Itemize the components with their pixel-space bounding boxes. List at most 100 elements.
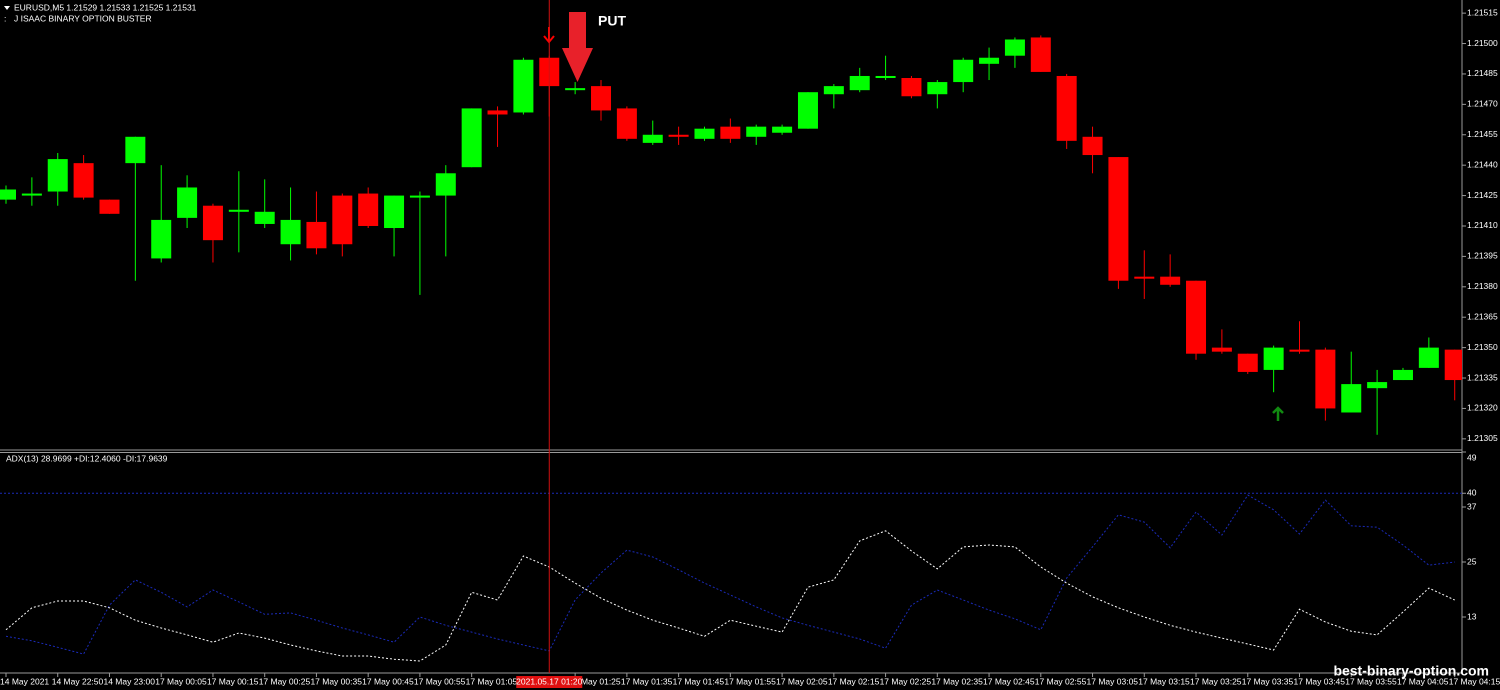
candle-body bbox=[1082, 136, 1103, 156]
x-tick-label: 14 May 22:50 bbox=[52, 676, 104, 686]
indicator-name: J ISAAC BINARY OPTION BUSTER bbox=[14, 13, 152, 23]
axes: 1.21515 1.21500 1.21485 1.21470 1.21455 1.214… bbox=[0, 7, 1500, 686]
y-tick-label: 13 bbox=[1467, 611, 1477, 621]
candle-body bbox=[901, 78, 922, 97]
candle-body bbox=[1108, 157, 1129, 281]
x-tick-label: 17 May 02:55 bbox=[1035, 676, 1087, 686]
candle-body bbox=[1186, 280, 1207, 354]
candle-body bbox=[979, 57, 1000, 64]
candle-body bbox=[591, 86, 612, 111]
candle-body bbox=[125, 136, 146, 164]
x-tick-label: 17 May 03:35 bbox=[1242, 676, 1294, 686]
x-tick-label: 17 May 01:55 bbox=[724, 676, 776, 686]
candle-body bbox=[616, 108, 637, 139]
candle-body bbox=[772, 126, 793, 133]
candle-body bbox=[384, 195, 405, 229]
candle-body bbox=[99, 199, 120, 214]
crosshair-label-bg bbox=[516, 676, 583, 688]
x-tick-label: 17 May 00:45 bbox=[362, 676, 414, 686]
y-tick-label: 25 bbox=[1467, 556, 1477, 566]
candle-body bbox=[73, 163, 94, 198]
y-tick-label: 40 bbox=[1467, 488, 1477, 498]
candle-body bbox=[797, 92, 818, 129]
candle-body bbox=[435, 173, 456, 196]
y-tick-label: 1.21455 bbox=[1467, 129, 1498, 139]
x-tick-label: 14 May 2021 bbox=[0, 676, 49, 686]
x-tick-label: 17 May 01:45 bbox=[673, 676, 725, 686]
candle-body bbox=[513, 59, 534, 113]
candle-body bbox=[668, 134, 689, 137]
x-tick-label: 17 May 03:05 bbox=[1087, 676, 1139, 686]
candle-body bbox=[151, 219, 172, 259]
symbol-line: EURUSD,M5 1.21529 1.21533 1.21525 1.2153… bbox=[14, 2, 197, 12]
crosshair-label: 2021.05.17 01:20 bbox=[516, 676, 582, 686]
candle-body bbox=[1211, 347, 1232, 352]
x-tick-label: 17 May 01:25 bbox=[569, 676, 621, 686]
x-tick-label: 17 May 03:45 bbox=[1294, 676, 1346, 686]
candle-body bbox=[202, 205, 223, 241]
x-tick-label: 17 May 02:15 bbox=[828, 676, 880, 686]
x-tick-label: 17 May 02:35 bbox=[931, 676, 983, 686]
x-tick-label: 17 May 03:25 bbox=[1190, 676, 1242, 686]
candle-body bbox=[1315, 349, 1336, 409]
candle-body bbox=[1341, 384, 1362, 413]
candle-body bbox=[1392, 369, 1413, 381]
y-tick-label: 1.21440 bbox=[1467, 159, 1498, 169]
x-tick-label: 17 May 00:15 bbox=[207, 676, 259, 686]
x-tick-label: 17 May 02:45 bbox=[983, 676, 1035, 686]
candle-body bbox=[409, 195, 430, 198]
candle-body bbox=[280, 219, 301, 245]
x-tick-label: 17 May 00:55 bbox=[414, 676, 466, 686]
candle-body bbox=[487, 110, 508, 115]
x-tick-label: 17 May 00:05 bbox=[155, 676, 207, 686]
x-tick-label: 17 May 02:05 bbox=[776, 676, 828, 686]
y-tick-label: 49 bbox=[1467, 452, 1477, 462]
y-tick-label: 1.21485 bbox=[1467, 68, 1498, 78]
x-tick-label: 17 May 01:05 bbox=[466, 676, 518, 686]
candle-body bbox=[1004, 39, 1025, 56]
candle-body bbox=[1030, 37, 1051, 72]
candle-body bbox=[254, 211, 275, 224]
candle-body bbox=[1056, 75, 1077, 141]
indicator-panel bbox=[0, 492, 1462, 662]
y-tick-label: 1.21350 bbox=[1467, 342, 1498, 352]
y-tick-label: 1.21320 bbox=[1467, 403, 1498, 413]
y-tick-label: 1.21380 bbox=[1467, 281, 1498, 291]
x-tick-label: 17 May 01:35 bbox=[621, 676, 673, 686]
buy-arrow bbox=[1272, 406, 1284, 421]
x-tick-label: 17 May 04:05 bbox=[1397, 676, 1449, 686]
candle-body bbox=[746, 126, 767, 137]
candle-body bbox=[177, 187, 198, 218]
y-tick-label: 1.21470 bbox=[1467, 99, 1498, 109]
y-tick-label: 37 bbox=[1467, 501, 1477, 511]
x-tick-label: 17 May 00:35 bbox=[310, 676, 362, 686]
candle-body bbox=[1444, 349, 1462, 381]
candle-body bbox=[1160, 276, 1181, 285]
x-tick-label: 14 May 23:00 bbox=[103, 676, 155, 686]
candle-body bbox=[927, 82, 948, 95]
y-tick-label: 1.21500 bbox=[1467, 38, 1498, 48]
candle-body bbox=[642, 134, 663, 143]
candle-body bbox=[694, 128, 715, 139]
candle-body bbox=[565, 88, 586, 91]
candle-body bbox=[332, 195, 353, 245]
indicator-title: ADX(13) 28.9699 +DI:12.4060 -DI:17.9639 bbox=[6, 453, 168, 463]
x-tick-label: 17 May 04:15 bbox=[1449, 676, 1500, 686]
y-tick-label: 1.21410 bbox=[1467, 220, 1498, 230]
candle-body bbox=[1263, 347, 1284, 370]
candle-body bbox=[875, 75, 896, 79]
candle-body bbox=[0, 189, 16, 200]
candle-body bbox=[1289, 349, 1310, 352]
y-tick-label: 1.21515 bbox=[1467, 7, 1498, 17]
x-tick-label: 17 May 00:25 bbox=[259, 676, 311, 686]
candle-body bbox=[21, 193, 42, 196]
x-tick-label: 17 May 03:55 bbox=[1345, 676, 1397, 686]
candle-body bbox=[720, 126, 741, 139]
candle-body bbox=[953, 59, 974, 83]
candle-body bbox=[306, 221, 327, 249]
candle-body bbox=[461, 108, 482, 168]
y-tick-label: 1.21335 bbox=[1467, 372, 1498, 382]
watermark: best-binary-option.com bbox=[1333, 663, 1489, 679]
